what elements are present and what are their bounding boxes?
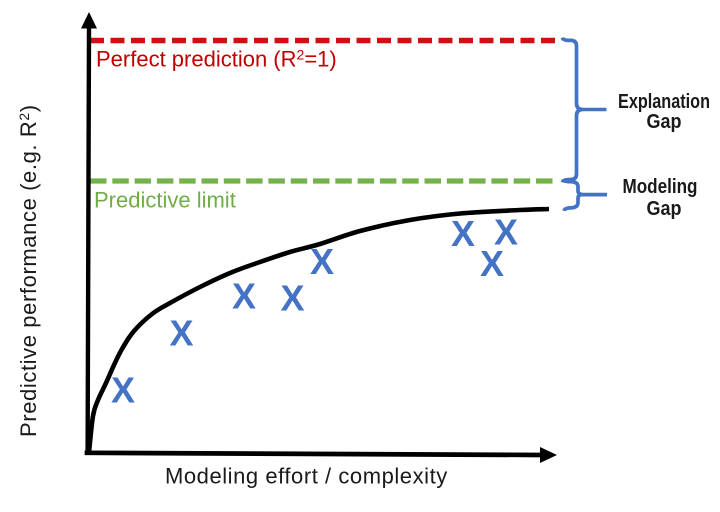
svg-text:X: X [480,243,504,284]
svg-text:X: X [310,241,334,282]
svg-text:X: X [169,313,193,354]
svg-text:X: X [494,212,518,253]
svg-text:Explanation: Explanation [618,91,710,113]
svg-text:Modeling effort / complexity: Modeling effort / complexity [165,464,448,489]
svg-text:X: X [111,369,135,410]
svg-text:Modeling: Modeling [623,176,698,198]
svg-text:Gap: Gap [647,198,682,220]
svg-text:X: X [451,213,475,254]
svg-text:X: X [280,278,304,319]
svg-text:Predictive limit: Predictive limit [94,188,236,213]
svg-text:X: X [232,276,256,317]
svg-text:Predictive performance (e.g. R: Predictive performance (e.g. R2) [16,104,41,437]
svg-text:Perfect prediction (R2=1): Perfect prediction (R2=1) [96,47,337,72]
svg-text:Gap: Gap [647,111,682,133]
